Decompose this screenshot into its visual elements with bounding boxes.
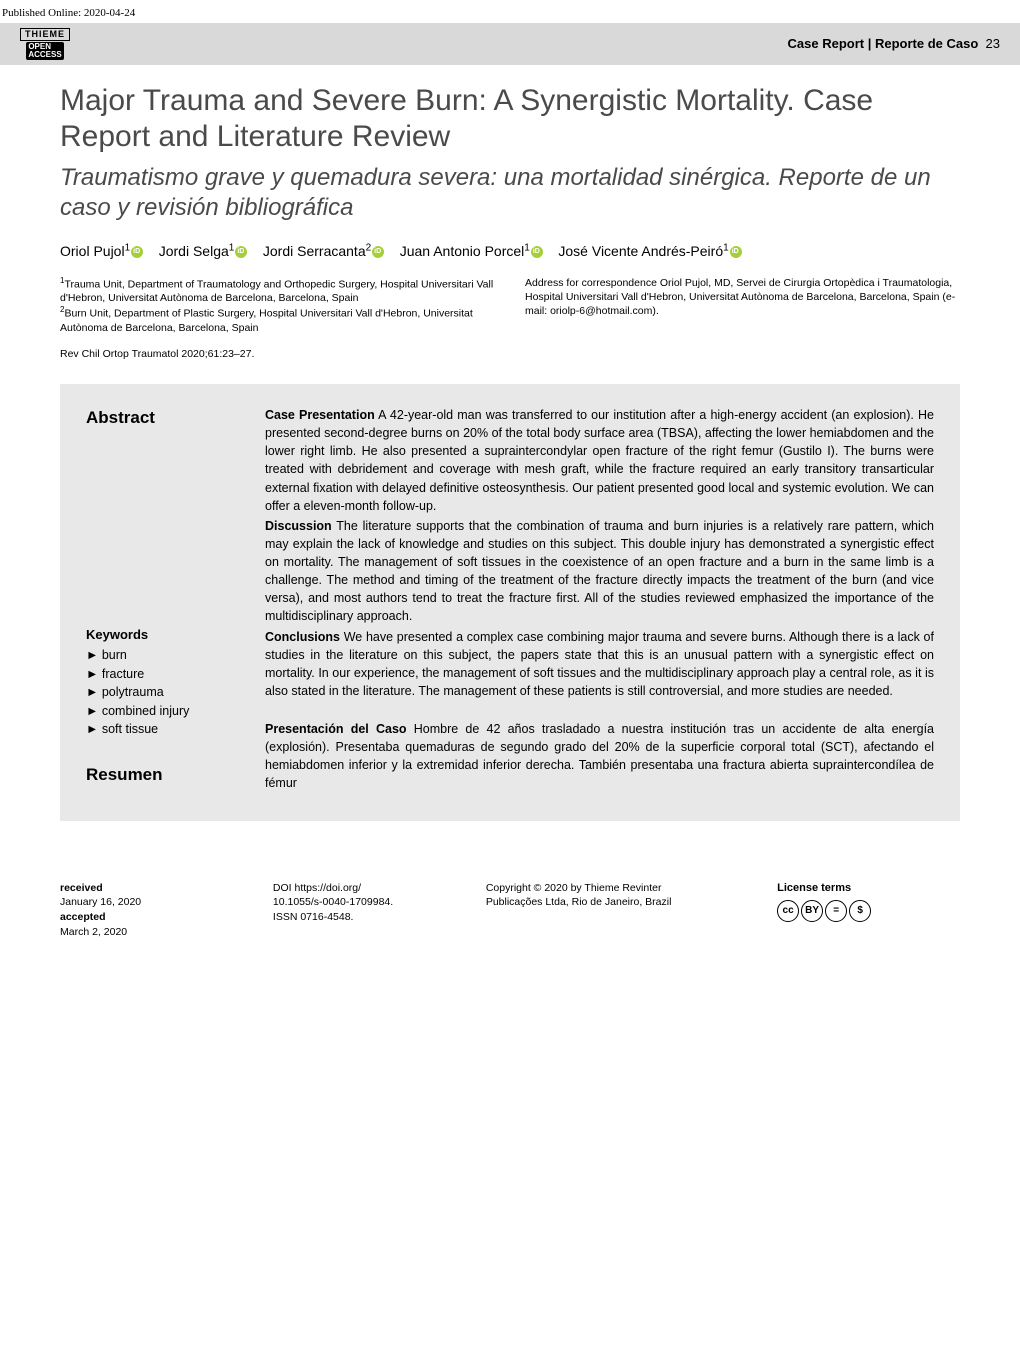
affiliations-row: 1Trauma Unit, Department of Traumatology… <box>60 276 960 336</box>
author-list: Oriol Pujol1 Jordi Selga1 Jordi Serracan… <box>60 241 960 261</box>
cc-license-icons: cc BY = $ <box>777 900 960 922</box>
doi-link[interactable]: https://doi.org/ <box>295 882 362 894</box>
copyright-info: Copyright © 2020 by Thieme Revinter Publ… <box>486 881 747 910</box>
correspondence: Address for correspondence Oriol Pujol, … <box>525 276 960 336</box>
keywords-heading: Keywords <box>86 626 241 644</box>
keyword-item: burn <box>86 647 241 665</box>
author: Oriol Pujol1 <box>60 243 143 259</box>
keyword-item: fracture <box>86 666 241 684</box>
cc-nd-icon: = <box>825 900 847 922</box>
orcid-icon[interactable] <box>372 246 384 258</box>
abstract-heading: Abstract <box>86 406 241 430</box>
license-info: License terms cc BY = $ <box>777 881 960 922</box>
brand-text: THIEME <box>20 28 70 41</box>
article-category: Case Report | Reporte de Caso 23 <box>788 35 1000 53</box>
keywords-list: burn fracture polytrauma combined injury… <box>86 647 241 739</box>
keyword-item: combined injury <box>86 703 241 721</box>
header-bar: THIEME OPENACCESS Case Report | Reporte … <box>0 23 1020 65</box>
page-number: 23 <box>986 36 1000 51</box>
cc-by-icon: BY <box>801 900 823 922</box>
published-online: Published Online: 2020-04-24 <box>0 0 1020 23</box>
orcid-icon[interactable] <box>730 246 742 258</box>
abstract-block: Abstract Keywords burn fracture polytrau… <box>60 384 960 821</box>
cc-nc-icon: $ <box>849 900 871 922</box>
citation: Rev Chil Ortop Traumatol 2020;61:23–27. <box>60 347 960 362</box>
author: Jordi Selga1 <box>159 243 248 259</box>
cc-icon: cc <box>777 900 799 922</box>
article-footer: received January 16, 2020 accepted March… <box>60 881 960 940</box>
keyword-item: polytrauma <box>86 684 241 702</box>
orcid-icon[interactable] <box>131 246 143 258</box>
thieme-open-access-logo: THIEME OPENACCESS <box>20 28 70 60</box>
doi-info: DOI https://doi.org/ 10.1055/s-0040-1709… <box>273 881 456 925</box>
resumen-heading: Resumen <box>86 763 241 787</box>
article-subtitle: Traumatismo grave y quemadura severa: un… <box>60 163 960 223</box>
abstract-discussion: Discussion The literature supports that … <box>265 517 934 626</box>
keyword-item: soft tissue <box>86 721 241 739</box>
orcid-icon[interactable] <box>531 246 543 258</box>
author: José Vicente Andrés-Peiró1 <box>558 243 741 259</box>
resumen-case: Presentación del Caso Hombre de 42 años … <box>265 720 934 793</box>
author: Juan Antonio Porcel1 <box>400 243 543 259</box>
orcid-icon[interactable] <box>235 246 247 258</box>
open-access-badge: OPENACCESS <box>26 42 63 60</box>
article-title: Major Trauma and Severe Burn: A Synergis… <box>60 83 960 155</box>
abstract-conclusions: Conclusions We have presented a complex … <box>265 628 934 701</box>
article-dates: received January 16, 2020 accepted March… <box>60 881 243 940</box>
author: Jordi Serracanta2 <box>263 243 384 259</box>
affiliations: 1Trauma Unit, Department of Traumatology… <box>60 276 495 336</box>
abstract-case: Case Presentation A 42-year-old man was … <box>265 406 934 515</box>
